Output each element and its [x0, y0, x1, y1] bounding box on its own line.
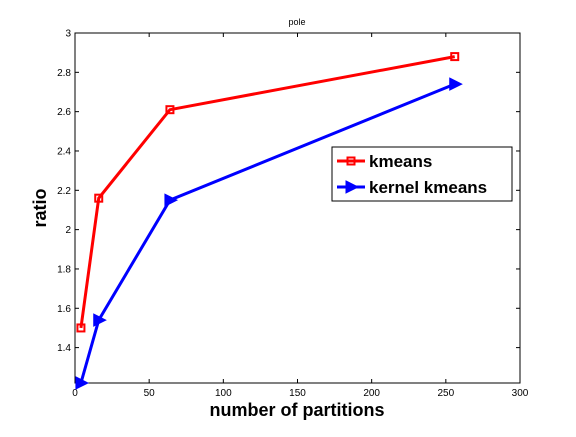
y-tick-label: 2.6	[57, 107, 71, 118]
legend-marker	[345, 180, 360, 194]
x-tick-label: 50	[144, 388, 156, 399]
y-tick-label: 2.4	[57, 146, 71, 157]
x-tick-label: 0	[72, 388, 78, 399]
data-point	[94, 193, 104, 203]
x-axis-title: number of partitions	[210, 400, 385, 420]
x-tick-label: 150	[289, 388, 306, 399]
legend: kmeans kernel kmeans	[331, 146, 513, 202]
y-tick-label: 2.2	[57, 186, 71, 197]
legend-label: kmeans	[369, 152, 432, 171]
legend-label: kernel kmeans	[369, 178, 487, 197]
data-point	[449, 77, 463, 91]
data-point	[450, 52, 460, 62]
data-point	[165, 105, 175, 115]
axis-ticks: 0 50 100 150 200 250 300 1.4 1.6 1.8 2 2.2 2.4 2.6 2.8…	[57, 29, 529, 400]
y-tick-label: 1.8	[57, 264, 71, 275]
data-point	[75, 376, 90, 390]
legend-entry: kmeans	[337, 152, 432, 171]
y-tick-label: 1.4	[57, 343, 71, 354]
y-axis-title: ratio	[30, 188, 50, 227]
series-1	[76, 52, 460, 333]
legend-box	[331, 146, 513, 202]
series-line	[79, 55, 456, 329]
x-tick-label: 300	[512, 388, 529, 399]
legend-marker	[346, 156, 356, 166]
series-line	[79, 82, 456, 384]
data-point	[76, 323, 86, 333]
x-tick-label: 100	[215, 388, 232, 399]
y-tick-label: 3	[65, 29, 71, 40]
x-tick-label: 250	[437, 388, 454, 399]
y-tick-label: 2.8	[57, 68, 71, 79]
series-2	[75, 77, 463, 390]
series-layer	[75, 52, 463, 390]
data-point	[164, 193, 179, 207]
x-tick-label: 200	[363, 388, 380, 399]
plot-area	[74, 32, 521, 384]
data-point	[93, 313, 107, 327]
legend-entry: kernel kmeans	[337, 178, 487, 197]
y-tick-label: 2	[65, 225, 71, 236]
chart-title: pole	[288, 17, 305, 27]
y-tick-label: 1.6	[57, 304, 71, 315]
